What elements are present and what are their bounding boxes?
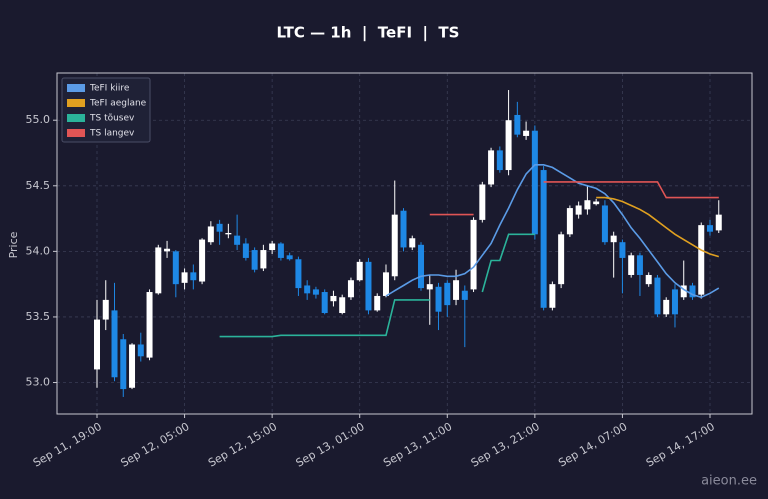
candle-body (514, 114, 521, 135)
legend-swatch (67, 129, 85, 137)
y-tick-label: 53.0 (26, 376, 51, 389)
candle-body (610, 235, 617, 243)
candle-body (505, 120, 512, 171)
candle-body (225, 233, 232, 235)
candle-body (260, 250, 267, 269)
candle-body (496, 150, 503, 171)
candle-body (566, 208, 573, 235)
candle-body (374, 295, 381, 311)
candle-body (339, 297, 346, 314)
candle-body (94, 319, 100, 370)
candle-body (102, 299, 109, 320)
overlay-line (429, 181, 719, 216)
candle-body (391, 214, 398, 277)
candle-body (435, 286, 442, 312)
candle-body (137, 344, 144, 357)
candle-body (312, 289, 319, 295)
candle-body (409, 238, 416, 248)
candle-body (575, 205, 582, 215)
candle-body (111, 310, 118, 378)
candle-body (636, 255, 643, 275)
legend-swatch (67, 114, 85, 122)
candle-body (479, 184, 486, 220)
candle-body (129, 344, 136, 388)
y-tick-label: 53.5 (26, 310, 51, 323)
candle-body (347, 280, 354, 298)
candle-body (321, 292, 328, 314)
candle-body (365, 261, 372, 311)
candle-body (277, 243, 284, 258)
candle-body (418, 244, 425, 289)
y-tick-label: 54.0 (26, 244, 51, 257)
plot-frame (56, 72, 753, 415)
candle-body (444, 282, 451, 306)
candle-body (645, 274, 652, 285)
candle-body (689, 285, 696, 298)
candle-body (680, 285, 687, 298)
legend-label: TeFI kiire (89, 84, 130, 94)
candle-body (216, 223, 223, 232)
candle-body (663, 299, 670, 315)
candle-body (593, 201, 600, 205)
y-tick-label: 55.0 (26, 113, 51, 126)
watermark: aieon.ee (701, 474, 757, 489)
legend-box (61, 77, 151, 143)
candle-body (698, 225, 705, 295)
candle-body (453, 280, 460, 300)
overlay-line (385, 164, 720, 299)
candle-body (707, 225, 713, 232)
candle-body (558, 234, 565, 285)
candle-body (356, 261, 363, 281)
candle-body (671, 289, 678, 315)
candle-body (382, 272, 389, 296)
candle-body (269, 243, 276, 251)
overlay-line (219, 233, 535, 338)
candle-body (207, 226, 214, 243)
candle-body (531, 130, 538, 235)
candle-body (146, 292, 153, 358)
y-tick-label: 54.5 (26, 179, 51, 192)
candle-body (286, 255, 293, 260)
chart-title: LTC — 1h | TeFI | TS (277, 24, 460, 43)
candle-body (628, 255, 635, 275)
candle-body (549, 284, 556, 308)
candle-body (330, 295, 337, 302)
candle-body (190, 272, 197, 281)
legend-swatch (67, 99, 85, 107)
candle-body (172, 251, 179, 285)
candle-body (181, 272, 188, 283)
candle-body (540, 170, 547, 308)
candle-body (584, 200, 591, 210)
candle-body (461, 290, 468, 300)
candle-body (251, 250, 258, 270)
candle-body (304, 285, 311, 294)
candle-body (523, 130, 530, 136)
candle-body (470, 219, 477, 290)
candle-body (295, 259, 302, 289)
legend-label: TS tõusev (89, 114, 135, 124)
candle-body (488, 150, 495, 185)
candle-body (120, 339, 127, 390)
candle-body (155, 247, 162, 294)
y-axis-label: Price (7, 231, 20, 258)
overlay-line (596, 196, 720, 258)
candle-body (601, 205, 608, 243)
legend-label: TS langev (89, 129, 135, 139)
candle-body (400, 210, 407, 248)
candle-body (715, 214, 722, 231)
candle-body (234, 235, 241, 245)
candle-body (426, 284, 433, 290)
legend-swatch (67, 84, 85, 92)
candle-body (619, 242, 626, 258)
candle-body (199, 239, 206, 282)
candle-body (164, 248, 171, 252)
candle-body (654, 277, 661, 315)
legend-label: TeFI aeglane (89, 99, 147, 109)
candle-body (242, 243, 249, 258)
